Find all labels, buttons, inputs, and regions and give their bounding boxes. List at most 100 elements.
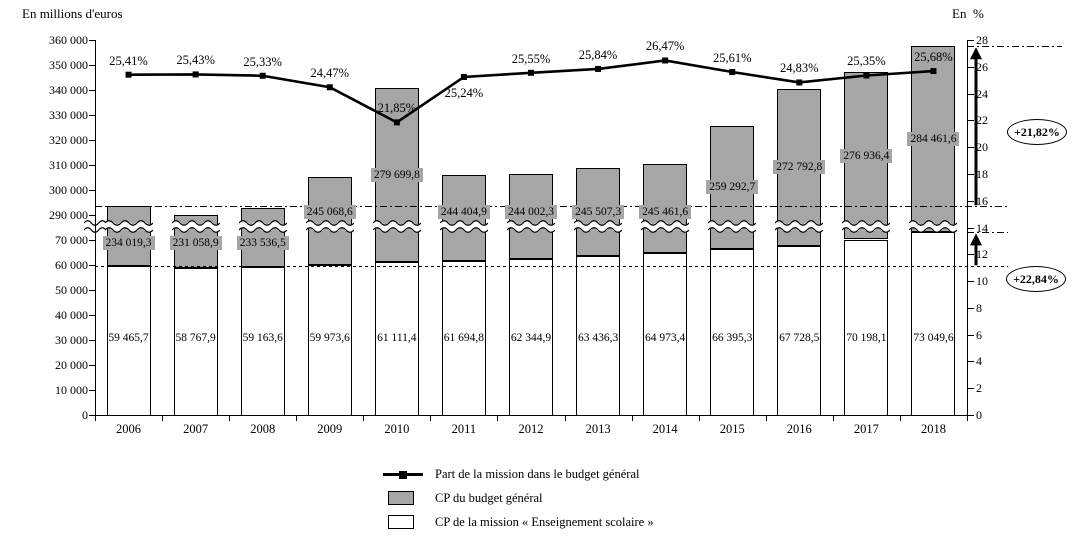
- legend-swatch-mission: [388, 515, 414, 529]
- annotation-growth-mission: +22,84%: [1006, 266, 1066, 292]
- y-axis-left: [95, 40, 96, 415]
- pct-axis-tick-label: 4: [976, 354, 982, 369]
- pct-axis-tickmark: [968, 40, 974, 41]
- line-point-label: 25,55%: [511, 51, 551, 66]
- bar-value-label-mission: 64 973,4: [645, 332, 686, 344]
- line-point-label: 24,47%: [310, 66, 350, 81]
- x-axis-category-label: 2016: [786, 422, 812, 436]
- pct-axis-tickmark: [968, 281, 974, 283]
- y-axis-tickmark: [89, 265, 95, 266]
- bar-value-label-budget: 279 699,8: [370, 168, 423, 183]
- pct-axis-tickmark: [968, 93, 974, 95]
- x-axis-tickmark: [95, 416, 96, 421]
- pct-axis-tickmark: [968, 361, 974, 363]
- x-axis-tickmark: [765, 416, 767, 421]
- pct-axis-tickmark: [968, 415, 974, 416]
- pct-axis-tickmark: [968, 173, 974, 175]
- axis-break-mark: [305, 219, 354, 234]
- y-axis-tick-label: 40 000: [55, 308, 88, 322]
- gray-box-marker-icon: [383, 491, 427, 505]
- y-axis-tickmark: [89, 190, 95, 191]
- y-axis-tickmark: [89, 240, 95, 241]
- bar-mission: [509, 259, 553, 416]
- x-axis-tickmark: [229, 416, 231, 421]
- x-axis-tickmark: [296, 416, 298, 421]
- y-axis-tickmark: [89, 290, 95, 291]
- axis-break-mark: [104, 219, 153, 234]
- annotation-growth-total: +21,82%: [1007, 119, 1067, 145]
- pct-axis-tickmark: [968, 307, 974, 309]
- y-axis-tick-label: 340 000: [49, 83, 88, 97]
- axis-break-mark: [842, 219, 891, 234]
- line-square-marker-icon: [383, 470, 427, 479]
- pct-axis-tickmark: [968, 254, 974, 256]
- y-axis-tickmark: [89, 40, 95, 41]
- pct-axis-tick-label: 14: [976, 220, 988, 235]
- pct-axis-tick-label: 10: [976, 274, 988, 289]
- bar-mission: [576, 256, 621, 416]
- pct-axis-tickmark: [968, 388, 974, 390]
- pct-axis-tick-label: 28: [976, 33, 988, 47]
- axis-break-mark: [641, 219, 690, 234]
- bar-value-label-budget: 272 792,8: [773, 160, 826, 175]
- bar-value-label-budget: 245 068,6: [303, 205, 356, 219]
- y-axis-tick-label: 310 000: [49, 158, 88, 172]
- pct-axis-tickmark: [968, 66, 974, 68]
- bar-value-label-budget: 245 507,3: [572, 205, 625, 219]
- x-axis-tickmark: [497, 416, 499, 421]
- pct-axis-tickmark: [968, 200, 974, 202]
- x-axis-tickmark: [899, 416, 901, 421]
- x-axis-category-label: 2014: [652, 422, 678, 436]
- pct-axis-tick-label: 8: [976, 300, 982, 315]
- bar-mission: [911, 232, 956, 416]
- legend-label-budget: CP du budget général: [435, 490, 543, 505]
- right-axis-title: En %: [952, 6, 984, 21]
- bar-value-label-budget: 233 536,5: [236, 236, 289, 250]
- y-axis-tickmark: [89, 340, 95, 341]
- y-axis-tick-label: 330 000: [49, 108, 88, 122]
- refline-total-2018: [967, 46, 1062, 48]
- bar-value-label-budget: 234 019,3: [102, 236, 155, 250]
- x-axis-category-label: 2015: [719, 422, 745, 436]
- bar-value-label-mission: 61 694,8: [443, 332, 485, 344]
- legend-label-line: Part de la mission dans le budget généra…: [435, 466, 640, 481]
- line-point-label: 25,68%: [914, 50, 953, 65]
- legend-item-mission: CP de la mission « Enseignement scolaire…: [383, 510, 654, 534]
- pct-axis-tick-label: 16: [976, 193, 988, 208]
- bar-value-label-mission: 58 767,9: [175, 332, 216, 344]
- y-axis-tick-label: 10 000: [55, 383, 88, 397]
- line-point-label: 25,35%: [847, 54, 886, 69]
- bar-mission: [844, 239, 889, 416]
- growth-arrows: [970, 47, 982, 266]
- axis-break-mark: [708, 219, 757, 234]
- refline-mission-2006: [95, 266, 1008, 268]
- bar-value-label-mission: 59 465,7: [108, 332, 149, 344]
- bar-value-label-mission: 62 344,9: [510, 332, 552, 344]
- left-axis-title: En millions d'euros: [22, 6, 123, 21]
- x-axis-category-label: 2012: [518, 422, 544, 436]
- bar-value-label-budget: 231 058,9: [169, 236, 222, 250]
- pct-axis-tick-label: 20: [976, 140, 988, 155]
- y-axis-tickmark: [89, 140, 95, 141]
- pct-axis-tickmark: [968, 334, 974, 336]
- y-axis-tick-label: 50 000: [55, 283, 88, 297]
- pct-axis-tick-label: 0: [976, 408, 982, 422]
- y-axis-right: [967, 40, 968, 415]
- pct-axis-tickmark: [968, 120, 974, 122]
- y-axis-tick-label: 360 000: [49, 33, 88, 47]
- x-axis-category-label: 2013: [585, 422, 611, 436]
- bar-mission: [777, 245, 822, 416]
- y-axis-tick-label: 320 000: [49, 133, 88, 147]
- bar-value-label-mission: 70 198,1: [846, 332, 887, 344]
- bar-value-label-budget: 276 936,4: [840, 148, 893, 163]
- x-axis-category-label: 2010: [384, 422, 410, 436]
- x-axis-category-label: 2006: [116, 422, 142, 436]
- x-axis-tickmark: [162, 416, 164, 421]
- y-axis-tick-label: 70 000: [55, 233, 88, 247]
- y-axis-tickmark: [89, 315, 95, 316]
- axis-break-mark: [238, 219, 287, 234]
- axis-break-mark: [439, 219, 488, 234]
- bar-value-label-budget: 284 461,6: [907, 132, 960, 147]
- x-axis: [95, 415, 968, 416]
- bar-mission: [173, 268, 218, 416]
